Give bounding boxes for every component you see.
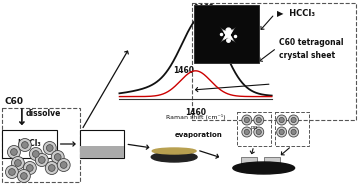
Circle shape	[10, 149, 17, 155]
Ellipse shape	[233, 162, 295, 174]
Circle shape	[256, 117, 261, 123]
Circle shape	[254, 115, 264, 125]
Bar	[264, 157, 280, 165]
Circle shape	[256, 129, 261, 135]
Text: p: p	[253, 125, 257, 130]
Circle shape	[8, 146, 21, 159]
Circle shape	[14, 160, 21, 166]
Circle shape	[242, 127, 252, 137]
Circle shape	[51, 150, 64, 163]
Circle shape	[291, 117, 296, 123]
Ellipse shape	[151, 152, 197, 162]
Circle shape	[17, 170, 30, 183]
Circle shape	[29, 147, 42, 160]
Circle shape	[26, 165, 33, 171]
Circle shape	[60, 162, 67, 168]
Text: C60 tetragonal
crystal sheet: C60 tetragonal crystal sheet	[279, 38, 343, 60]
Circle shape	[291, 129, 296, 135]
Circle shape	[38, 157, 45, 163]
Text: 1460: 1460	[185, 108, 206, 117]
Circle shape	[277, 115, 287, 125]
Circle shape	[18, 139, 31, 152]
Circle shape	[244, 129, 249, 135]
Circle shape	[22, 142, 28, 148]
Circle shape	[279, 117, 284, 123]
Circle shape	[23, 161, 36, 174]
Circle shape	[57, 159, 70, 171]
Text: ▶  HCCl₃: ▶ HCCl₃	[277, 8, 315, 17]
Text: HCCl₃: HCCl₃	[17, 139, 41, 149]
Bar	[237, 112, 271, 146]
Bar	[194, 5, 259, 63]
Circle shape	[21, 173, 27, 179]
Circle shape	[55, 154, 61, 160]
Text: evaporation: evaporation	[175, 132, 223, 138]
Circle shape	[45, 161, 58, 174]
Circle shape	[288, 127, 299, 137]
Circle shape	[288, 115, 299, 125]
Text: dissolve: dissolve	[26, 109, 61, 119]
Circle shape	[43, 142, 56, 154]
Bar	[80, 146, 125, 158]
Bar	[80, 130, 125, 158]
Circle shape	[254, 127, 264, 137]
Circle shape	[279, 129, 284, 135]
Text: p: p	[250, 125, 253, 130]
Circle shape	[242, 115, 252, 125]
Bar	[192, 3, 356, 120]
Bar	[241, 157, 257, 165]
Circle shape	[12, 156, 25, 170]
Bar	[2, 130, 57, 158]
Ellipse shape	[152, 148, 196, 154]
Circle shape	[47, 145, 53, 151]
Circle shape	[48, 165, 55, 171]
Text: 1460: 1460	[173, 66, 194, 75]
Circle shape	[244, 117, 249, 123]
Text: C60: C60	[5, 97, 24, 106]
Circle shape	[9, 169, 15, 175]
Text: Raman shift (cm⁻¹): Raman shift (cm⁻¹)	[166, 114, 225, 120]
Bar	[2, 108, 80, 182]
Bar	[275, 112, 309, 146]
Circle shape	[35, 153, 48, 167]
Text: 1463: 1463	[193, 4, 214, 13]
Circle shape	[32, 151, 39, 157]
Circle shape	[5, 166, 18, 178]
Circle shape	[277, 127, 287, 137]
